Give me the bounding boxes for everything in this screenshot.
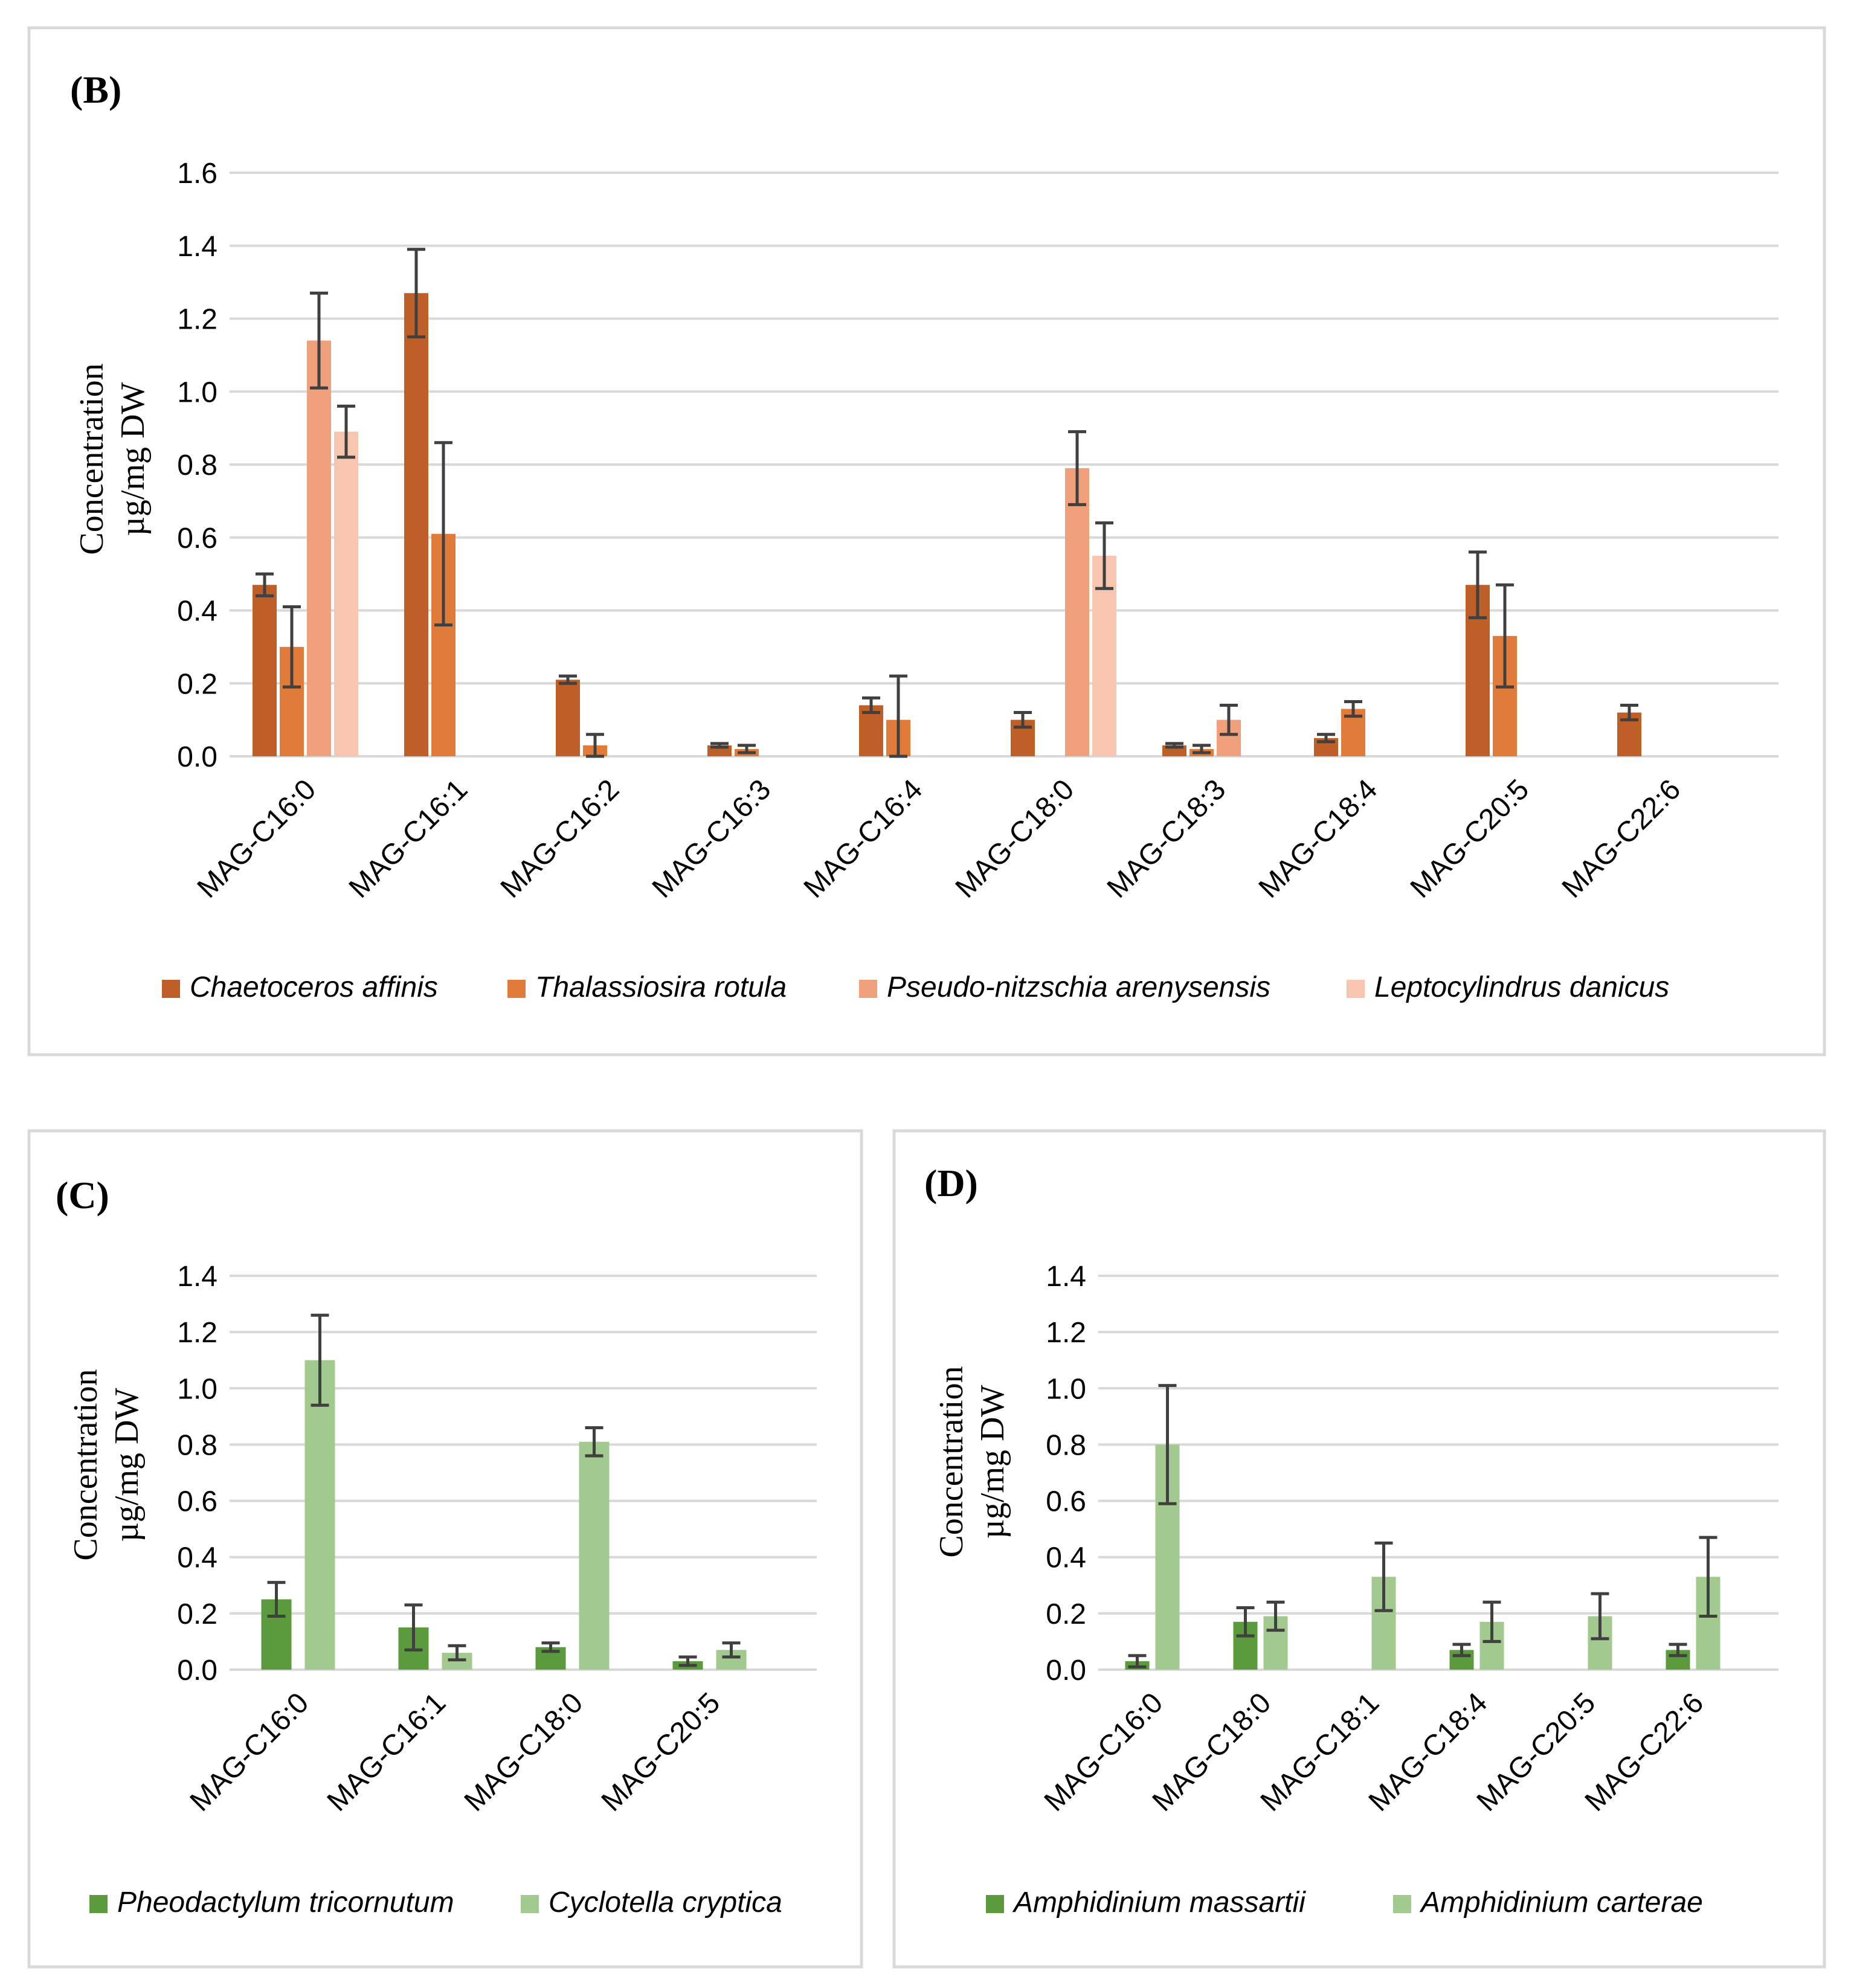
panel-b-legend-label: Chaetoceros affinis: [190, 971, 438, 1003]
panel-c-ytick-label: 0.4: [177, 1542, 217, 1574]
panel-d-grid: [1098, 1275, 1779, 1671]
panel-b-legend-swatch: [1347, 980, 1365, 998]
panel-b-legend-label: Leptocylindrus danicus: [1374, 971, 1669, 1003]
panel-d-ytick-label: 0.8: [1046, 1429, 1086, 1461]
panel-c-error-bars: [267, 1313, 741, 1667]
panel-b-y-ticks: 0.0 0.2 0.4 0.6 0.8 1.0 1.2 1.4 1.6: [177, 158, 217, 773]
panel-b-grid: [230, 172, 1779, 758]
panel-b-legend-swatch: [162, 980, 180, 998]
panel-b-bar: [556, 680, 580, 756]
panel-b-bar: [253, 585, 277, 756]
panel-b-ytick-label: 1.4: [177, 231, 217, 263]
panel-d-legend-label: Amphidinium massartii: [1012, 1887, 1306, 1919]
panel-c-legend-label: Cyclotella cryptica: [549, 1887, 782, 1919]
panel-b-ylabel-line2: µg/mg DW: [114, 382, 152, 536]
panel-d-ytick-label: 0.2: [1046, 1598, 1086, 1630]
panel-b-bar: [307, 340, 331, 756]
panel-c-bar: [579, 1441, 610, 1670]
panel-c-ytick-label: 0.0: [177, 1655, 217, 1687]
panel-b-label: (B): [70, 68, 121, 111]
panel-b-bar: [1065, 468, 1089, 756]
panel-d-frame: [892, 1129, 1826, 1969]
panel-b-legend-swatch: [859, 980, 877, 998]
panel-b-legend-label: Pseudo-nitzschia arenysensis: [887, 971, 1270, 1003]
panel-b-legend: Chaetoceros affinis Thalassiosira rotula P…: [162, 971, 1669, 1003]
panel-b-ytick-label: 1.6: [177, 158, 217, 190]
panel-c-ylabel-line1: Concentration: [67, 1369, 105, 1560]
panel-c-ytick-label: 1.4: [177, 1261, 217, 1293]
panel-c-y-ticks: 0.0 0.2 0.4 0.6 0.8 1.0 1.2 1.4: [177, 1261, 217, 1687]
panel-b-ytick-label: 1.2: [177, 304, 217, 336]
panel-d-legend: Amphidinium massartii Amphidinium cartera…: [986, 1887, 1703, 1919]
panel-c-label: (C): [56, 1174, 109, 1217]
panel-d-y-ticks: 0.0 0.2 0.4 0.6 0.8 1.0 1.2 1.4: [1046, 1261, 1086, 1687]
panel-c-frame: [27, 1129, 863, 1969]
panel-d-ytick-label: 0.0: [1046, 1655, 1086, 1687]
panel-d-ytick-label: 0.6: [1046, 1486, 1086, 1518]
panel-c-legend: Pheodactylum tricornutum Cyclotella crypt…: [89, 1887, 782, 1919]
panel-d-label: (D): [924, 1162, 978, 1205]
panel-c-bar: [304, 1360, 335, 1670]
panel-d-y-axis-title: Concentration µg/mg DW: [933, 1366, 1011, 1557]
panel-b-ylabel-line1: Concentration: [73, 363, 111, 555]
panel-b-ytick-label: 1.0: [177, 376, 217, 408]
panel-d-ytick-label: 1.0: [1046, 1373, 1086, 1405]
panel-b-legend-swatch: [507, 980, 526, 998]
panel-d-ytick-label: 1.4: [1046, 1261, 1086, 1293]
panel-b-legend-label: Thalassiosira rotula: [535, 971, 787, 1003]
panel-c-ytick-label: 0.2: [177, 1598, 217, 1630]
panel-c-ytick-label: 1.0: [177, 1373, 217, 1405]
panel-c-ytick-label: 0.8: [177, 1429, 217, 1461]
panel-d-ytick-label: 1.2: [1046, 1317, 1086, 1349]
panel-b-error-bars: [256, 248, 1638, 758]
panel-b-bar: [404, 293, 428, 756]
panel-b-ytick-label: 0.0: [177, 741, 217, 773]
panel-c-ytick-label: 0.6: [177, 1486, 217, 1518]
panel-c-legend-swatch: [89, 1895, 108, 1913]
panel-c-legend-label: Pheodactylum tricornutum: [117, 1887, 454, 1919]
panel-d-error-bars: [1128, 1384, 1717, 1668]
panel-b-ytick-label: 0.2: [177, 668, 217, 700]
panel-c-ytick-label: 1.2: [177, 1317, 217, 1349]
panel-d-legend-swatch: [1393, 1895, 1411, 1913]
panel-b-frame: [27, 26, 1826, 1057]
panel-d-legend-label: Amphidinium carterae: [1419, 1887, 1703, 1919]
panel-c-ylabel-line2: µg/mg DW: [108, 1388, 146, 1542]
panel-b-ytick-label: 0.4: [177, 596, 217, 628]
panel-b-ytick-label: 0.8: [177, 449, 217, 481]
panel-b-bar: [334, 431, 358, 756]
panel-c-y-axis-title: Concentration µg/mg DW: [67, 1369, 146, 1560]
panel-d-ylabel-line2: µg/mg DW: [974, 1385, 1011, 1539]
panel-d-ytick-label: 0.4: [1046, 1542, 1086, 1574]
panel-c-legend-swatch: [521, 1895, 539, 1913]
panel-b-y-axis-title: Concentration µg/mg DW: [73, 363, 152, 555]
panel-b-ytick-label: 0.6: [177, 523, 217, 555]
panel-d-legend-swatch: [986, 1895, 1004, 1913]
panel-d-ylabel-line1: Concentration: [933, 1366, 970, 1557]
